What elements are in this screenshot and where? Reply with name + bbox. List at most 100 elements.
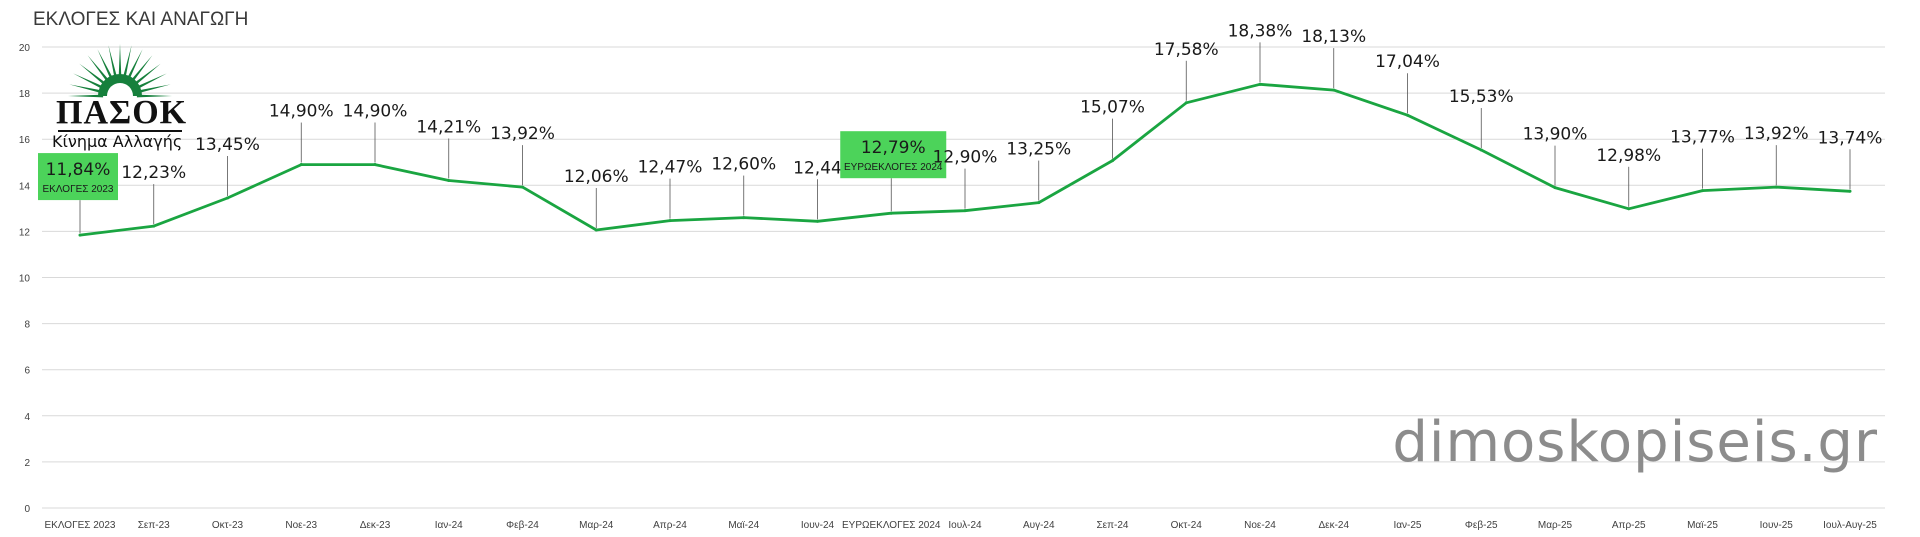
- y-tick-label: 0: [24, 504, 30, 515]
- annotation-box: [38, 153, 118, 201]
- data-label: 11,84%: [46, 160, 111, 180]
- logo-name: ΠΑΣΟΚ: [56, 94, 188, 131]
- x-tick-label: Μαρ-24: [579, 520, 614, 531]
- x-tick-label: Ιουλ-24: [948, 520, 982, 531]
- data-point: [1848, 189, 1852, 193]
- data-point: [1406, 113, 1409, 117]
- x-tick-label: ΕΚΛΟΓΕΣ 2023: [45, 520, 116, 531]
- data-point: [1479, 148, 1483, 152]
- data-point: [1553, 186, 1557, 190]
- x-tick-label: Νοε-24: [1244, 520, 1276, 531]
- annotation-box: [840, 131, 947, 179]
- sun-ray: [68, 94, 104, 98]
- y-tick-label: 18: [19, 89, 31, 100]
- logo-underline: [58, 130, 182, 132]
- x-tick-label: Ιουν-25: [1760, 520, 1794, 531]
- sun-ray: [73, 73, 106, 90]
- x-tick-label: Νοε-23: [285, 520, 317, 531]
- watermark: dimoskopiseis.gr: [1392, 410, 1878, 475]
- x-tick-label: ΕΥΡΩΕΚΛΟΓΕΣ 2024: [842, 520, 941, 531]
- sun-ray: [132, 63, 161, 87]
- x-tick-label: Οκτ-24: [1171, 520, 1203, 531]
- x-tick-label: Σεπ-24: [1097, 520, 1129, 531]
- data-point: [1774, 185, 1778, 189]
- data-point: [226, 196, 229, 200]
- sun-ray: [69, 84, 104, 94]
- data-label: 18,38%: [1228, 21, 1293, 41]
- data-point: [742, 216, 746, 220]
- y-tick-label: 20: [19, 43, 31, 54]
- data-point: [668, 219, 672, 223]
- data-point: [447, 178, 451, 182]
- x-tick-label: Οκτ-23: [212, 520, 244, 531]
- pasok-logo: ΠΑΣΟΚ Κίνημα Αλλαγής: [52, 40, 192, 152]
- x-tick-label: Απρ-24: [653, 520, 687, 531]
- data-label: 17,04%: [1375, 52, 1440, 72]
- annotation-caption: ΕΚΛΟΓΕΣ 2023: [43, 184, 114, 195]
- x-tick-label: Ιουλ-Αυγ-25: [1823, 520, 1877, 531]
- data-label: 12,44: [793, 158, 842, 178]
- sun-ray: [126, 49, 143, 82]
- data-label: 17,58%: [1154, 40, 1219, 60]
- data-point: [1111, 159, 1114, 163]
- y-tick-label: 2: [24, 458, 30, 469]
- data-label: 12,90%: [933, 148, 998, 168]
- sun-logo-icon: [68, 44, 172, 98]
- sun-ray: [108, 45, 118, 80]
- x-tick-label: Δεκ-23: [360, 520, 391, 531]
- data-point: [963, 209, 967, 213]
- x-tick-label: Αυγ-24: [1023, 520, 1055, 531]
- data-point: [152, 224, 156, 228]
- sun-ray: [118, 44, 122, 80]
- data-label: 15,07%: [1080, 98, 1145, 118]
- chart-title: ΕΚΛΟΓΕΣ ΚΑΙ ΑΝΑΓΩΓΗ: [33, 9, 249, 30]
- x-tick-label: Φεβ-25: [1465, 520, 1498, 531]
- data-label: 12,47%: [638, 158, 703, 178]
- sun-ray: [122, 45, 132, 80]
- annotation-caption: ΕΥΡΩΕΚΛΟΓΕΣ 2024: [844, 162, 943, 173]
- x-tick-label: Απρ-25: [1612, 520, 1646, 531]
- x-tick-label: Μαϊ-25: [1687, 520, 1718, 531]
- data-label: 12,79%: [861, 138, 926, 158]
- data-label: 14,90%: [269, 102, 334, 122]
- sun-ray: [87, 55, 111, 84]
- data-point: [78, 233, 82, 237]
- data-point: [299, 163, 303, 167]
- data-point: [521, 185, 524, 189]
- sun-ray: [129, 55, 153, 84]
- data-label: 14,21%: [416, 117, 481, 137]
- sun-ray: [97, 49, 114, 82]
- x-tick-label: Δεκ-24: [1318, 520, 1349, 531]
- data-point: [1332, 88, 1336, 92]
- x-tick-label: Ιαν-24: [435, 520, 463, 531]
- data-label: 13,92%: [1744, 124, 1809, 144]
- x-tick-label: Φεβ-24: [506, 520, 539, 531]
- sun-ray: [79, 63, 108, 87]
- data-point: [889, 211, 893, 215]
- data-point: [1184, 101, 1188, 105]
- data-point: [1037, 201, 1041, 205]
- data-point: [373, 163, 377, 167]
- data-label: 13,92%: [490, 124, 555, 144]
- data-label: 13,25%: [1006, 140, 1071, 160]
- data-label: 18,13%: [1301, 27, 1366, 47]
- x-tick-label: Ιαν-25: [1393, 520, 1421, 531]
- data-label: 13,90%: [1523, 125, 1588, 145]
- y-tick-label: 16: [19, 135, 31, 146]
- y-tick-label: 4: [24, 412, 30, 423]
- sun-ray: [134, 73, 167, 90]
- data-label: 12,60%: [711, 155, 776, 175]
- data-label: 13,45%: [195, 135, 260, 155]
- x-tick-label: Σεπ-23: [138, 520, 170, 531]
- sun-ray: [136, 94, 172, 98]
- y-tick-label: 14: [19, 181, 31, 192]
- data-label: 12,98%: [1596, 146, 1661, 166]
- y-tick-label: 6: [24, 366, 30, 377]
- y-tick-label: 12: [19, 227, 31, 238]
- y-tick-label: 10: [19, 274, 31, 285]
- data-point: [594, 228, 598, 232]
- data-point: [1701, 189, 1704, 193]
- x-tick-label: Μαϊ-24: [728, 520, 759, 531]
- data-label: 14,90%: [343, 102, 408, 122]
